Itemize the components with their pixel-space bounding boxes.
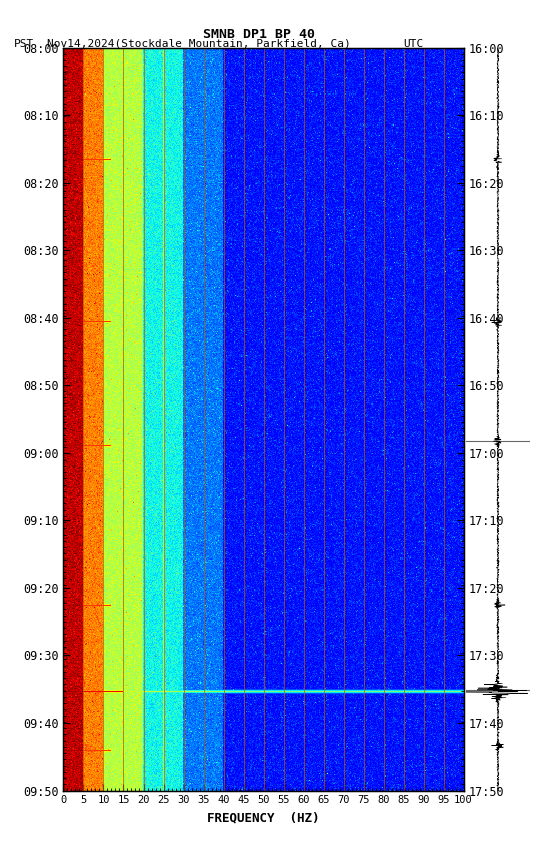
Text: SMNB DP1 BP 40: SMNB DP1 BP 40 [204, 28, 315, 41]
Text: UTC: UTC [403, 39, 423, 49]
X-axis label: FREQUENCY  (HZ): FREQUENCY (HZ) [208, 811, 320, 824]
Text: Nov14,2024(Stockdale Mountain, Parkfield, Ca): Nov14,2024(Stockdale Mountain, Parkfield… [47, 39, 351, 49]
Text: PST: PST [14, 39, 34, 49]
